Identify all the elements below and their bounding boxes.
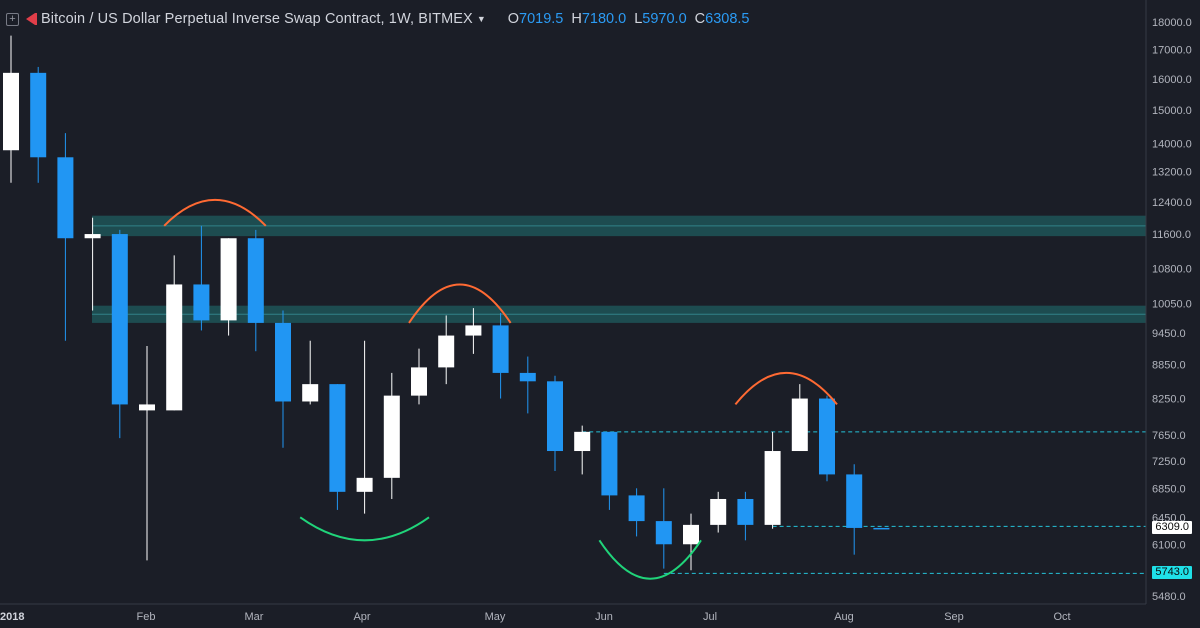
y-tick-label: 17000.0 [1152,45,1192,57]
candles-layer [3,35,890,571]
y-tick-label: 10050.0 [1152,298,1192,310]
candle-body [329,384,346,492]
y-tick-label: 8250.0 [1152,394,1186,406]
candle-body [846,474,863,528]
ohlc-high-label: H [571,11,582,27]
candle-body [465,325,482,336]
ohlc-close-value: 6308.5 [705,11,750,27]
candle-body [411,367,427,396]
level-price-tag: 5743.0 [1152,566,1192,580]
candle-body [628,495,645,522]
candle-body [247,238,264,323]
x-tick-label: Apr [353,611,370,623]
candle-body [683,524,699,545]
y-tick-label: 11600.0 [1152,229,1191,241]
resistance-arc [163,198,267,227]
candle-body [111,234,128,405]
y-tick-label: 6850.0 [1152,483,1186,495]
candle-body [302,384,319,402]
candle-body [30,72,47,158]
plus-square-icon[interactable]: + [6,12,19,26]
candle-body [737,498,754,525]
candle-body [710,498,727,525]
candle-body [57,157,74,239]
candle-body [193,284,210,321]
x-tick-label: Jul [703,611,717,623]
candle-body [438,335,455,368]
y-tick-label: 16000.0 [1152,74,1192,86]
y-tick-label: 8850.0 [1152,360,1186,372]
chart-header: + Bitcoin / US Dollar Perpetual Inverse … [6,9,750,29]
last-price-tag: 6309.0 [1152,521,1192,534]
ohlc-low-label: L [634,11,643,27]
y-tick-label: 7650.0 [1152,430,1186,442]
candle-body [819,398,835,475]
candle-body [791,398,808,452]
x-tick-label: Aug [834,611,854,623]
y-tick-label: 13200.0 [1152,167,1192,179]
x-tick-label: Mar [245,611,264,623]
y-tick-label: 5480.0 [1152,591,1186,603]
candle-body [519,372,536,382]
x-tick-label: Sep [944,611,964,623]
candle-body [574,431,591,452]
candle-body [220,238,237,321]
candle-body [655,521,672,545]
y-tick-label: 10800.0 [1152,264,1192,276]
candle-body [383,395,400,478]
y-tick-label: 7250.0 [1152,456,1186,468]
y-tick-label: 6100.0 [1152,539,1186,551]
bitmex-flag-icon [26,13,37,25]
support-arc [598,539,702,580]
y-tick-label: 15000.0 [1152,105,1192,117]
candle-body [547,381,563,452]
levels-layer [582,431,1146,574]
ohlc-open-value: 7019.5 [519,11,564,27]
candle-body [166,284,183,411]
caret-down-icon[interactable]: ▼ [476,14,486,24]
ohlc-close-label: C [694,11,706,27]
candle-body [764,451,781,525]
ohlc-low-value: 5970.0 [642,11,687,27]
x-tick-label: Oct [1053,611,1070,623]
x-tick-label: 2018 [0,611,24,623]
candle-body [601,431,618,496]
x-tick-label: Feb [137,611,156,623]
candle-body [492,325,509,373]
candle-body [3,72,19,151]
candle-body [356,477,373,492]
symbol-title[interactable]: Bitcoin / US Dollar Perpetual Inverse Sw… [41,11,473,27]
candle-body [84,234,101,239]
y-tick-label: 18000.0 [1152,17,1192,29]
arcs-layer [163,198,838,580]
y-tick-label: 14000.0 [1152,138,1192,150]
candle-body [275,322,291,402]
ohlc-open-label: O [507,11,520,27]
resistance-arc [734,371,838,406]
y-tick-label: 9450.0 [1152,328,1186,340]
x-tick-label: Jun [595,611,613,623]
y-tick-label: 12400.0 [1152,197,1192,209]
support-arc [299,516,430,542]
resistance-arc [408,283,512,324]
candle-body [873,527,890,530]
candle-body [139,404,155,411]
x-tick-label: May [485,611,506,623]
ohlc-high-value: 7180.0 [581,11,627,27]
zones-layer [92,215,1146,323]
